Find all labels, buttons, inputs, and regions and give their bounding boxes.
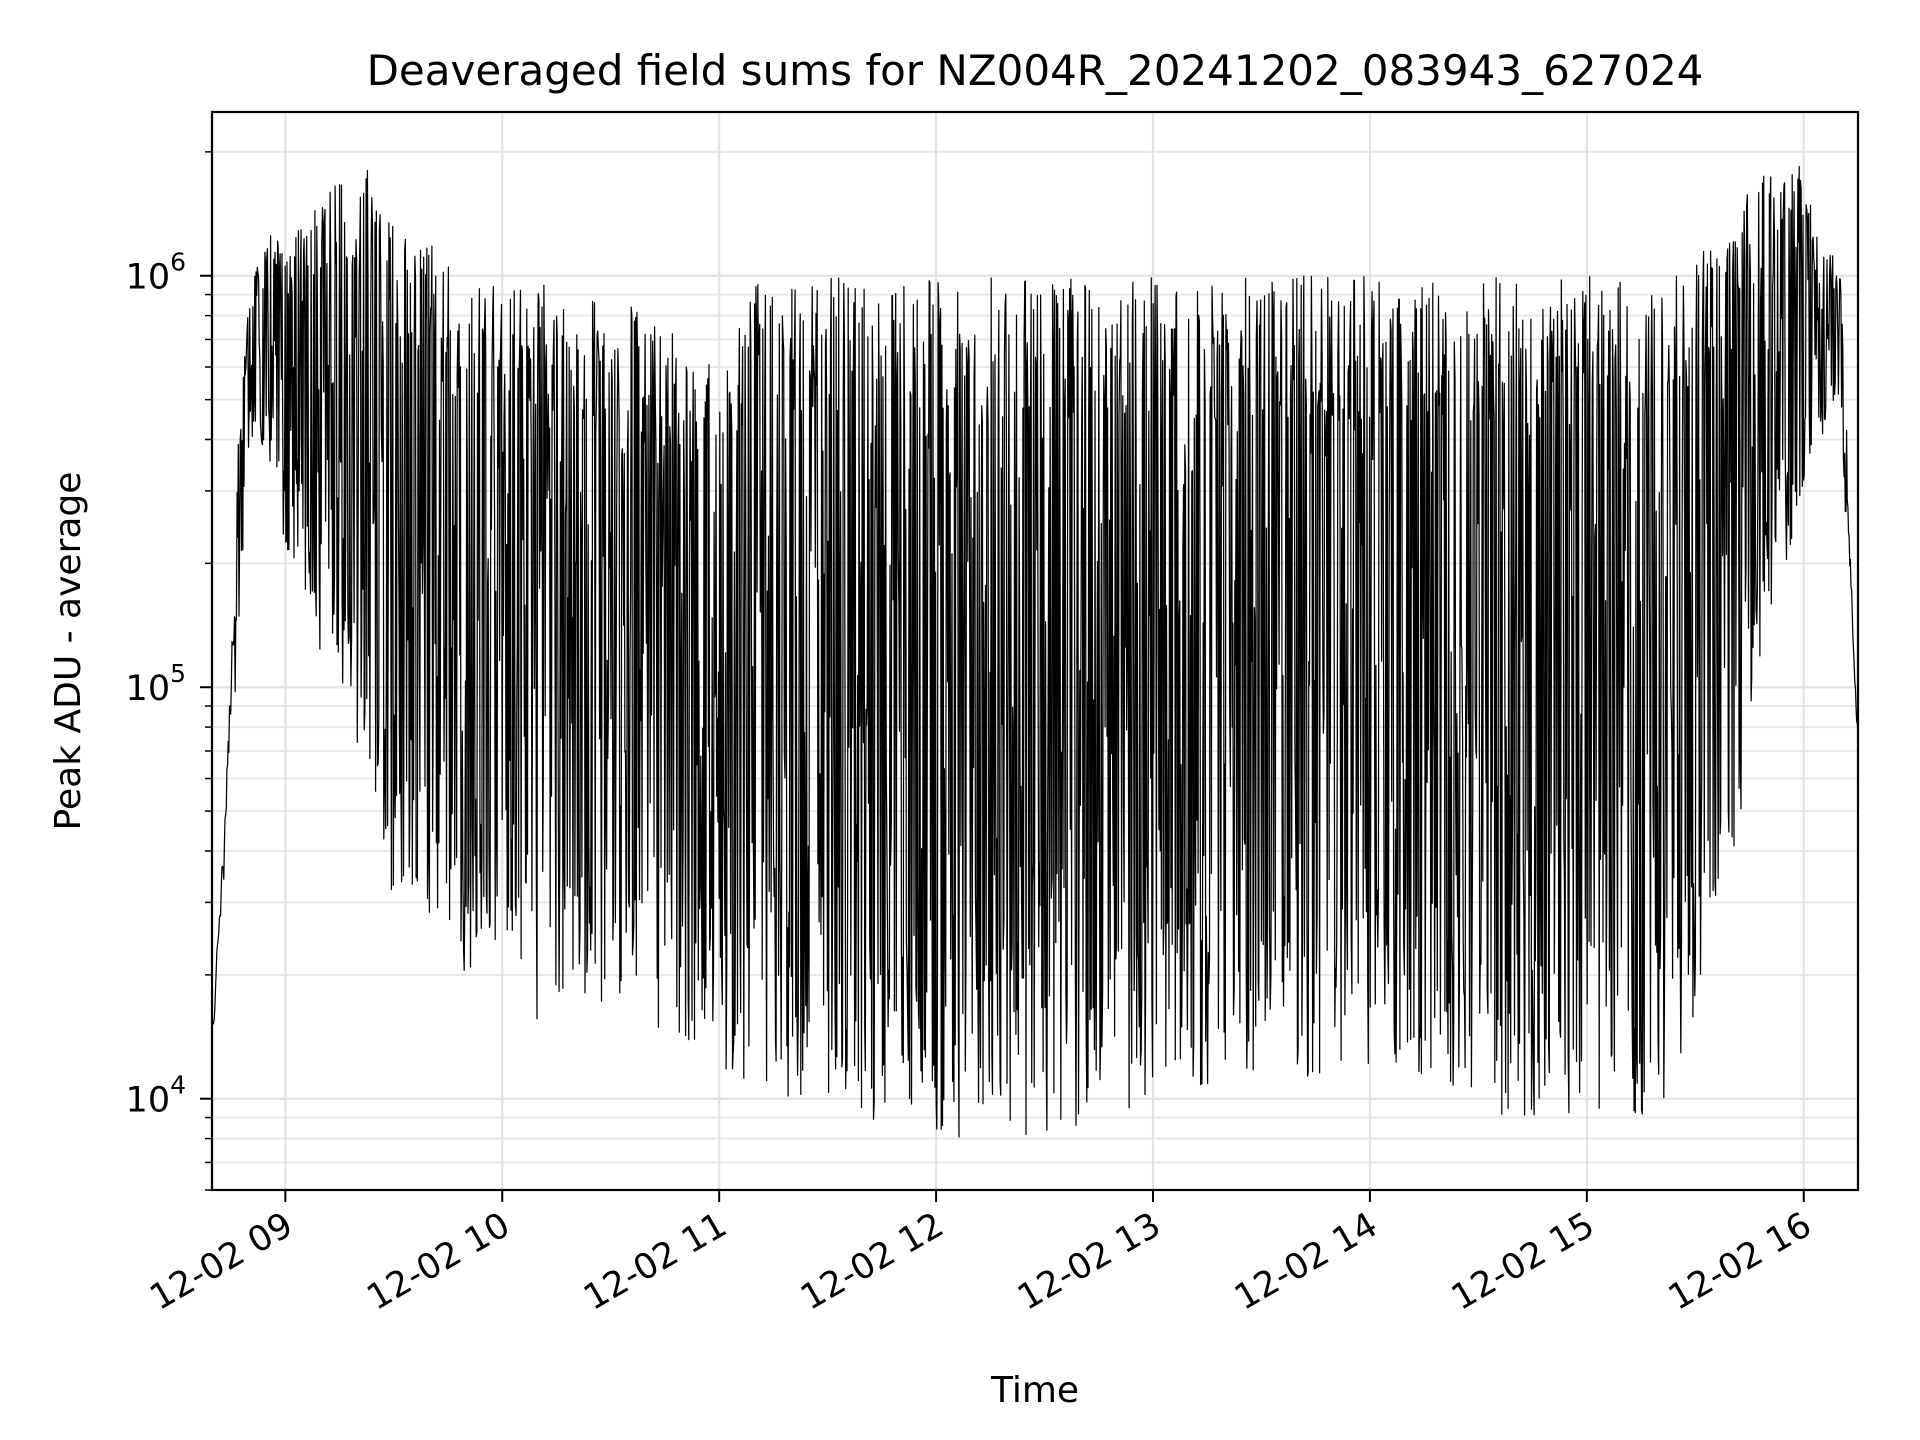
chart-title: Deaveraged field sums for NZ004R_2024120… xyxy=(367,46,1704,95)
plot-area-frame xyxy=(210,110,1860,1192)
y-axis-label: Peak ADU - average xyxy=(48,472,89,831)
y-tick-label: 104 xyxy=(126,1071,186,1121)
x-tick-label: 12-02 15 xyxy=(1445,1205,1601,1318)
y-tick-label: 106 xyxy=(126,248,186,298)
x-tick-label: 12-02 10 xyxy=(360,1205,516,1318)
x-tick-label: 12-02 11 xyxy=(577,1205,733,1318)
x-tick-label: 12-02 09 xyxy=(144,1205,300,1318)
x-tick-label: 12-02 16 xyxy=(1662,1205,1818,1318)
x-tick-label: 12-02 12 xyxy=(794,1205,950,1318)
y-tick-label: 105 xyxy=(126,659,186,709)
x-axis-label: Time xyxy=(990,1370,1079,1411)
x-tick-label: 12-02 14 xyxy=(1228,1205,1384,1318)
x-tick-label: 12-02 13 xyxy=(1011,1205,1167,1318)
series-line xyxy=(212,165,1859,1138)
